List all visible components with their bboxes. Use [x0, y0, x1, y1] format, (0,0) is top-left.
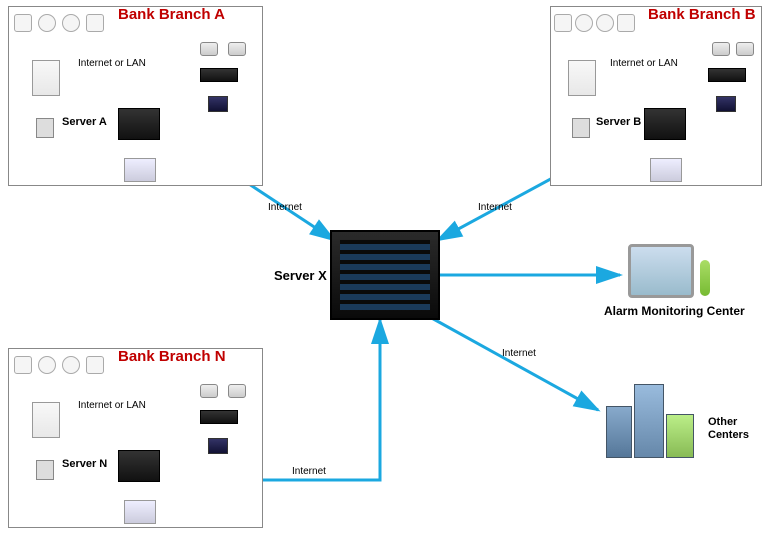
local-server-icon — [118, 450, 160, 482]
siren-icon — [617, 14, 635, 32]
motion-sensor-icon — [14, 14, 32, 32]
other-centers-label: OtherCenters — [708, 416, 749, 442]
nvr-icon — [200, 410, 238, 424]
nvr-icon — [708, 68, 746, 82]
box-camera-icon — [228, 384, 246, 398]
pc-icon — [124, 500, 156, 524]
smoke-detector-icon — [38, 356, 56, 374]
branch-n-title: Bank Branch N — [118, 348, 226, 365]
pc-icon — [650, 158, 682, 182]
monitor-icon — [716, 96, 736, 112]
conn-a-label: Internet — [268, 202, 302, 213]
monitor-icon — [208, 438, 228, 454]
monitor-icon — [208, 96, 228, 112]
server-x-icon — [330, 230, 440, 320]
siren-icon — [86, 14, 104, 32]
alarm-panel-icon — [568, 60, 596, 96]
branch-n-lan-label: Internet or LAN — [78, 400, 146, 411]
conn-b-label: Internet — [478, 202, 512, 213]
ptz-camera-icon — [200, 384, 218, 398]
alarm-panel-icon — [32, 60, 60, 96]
keypad-icon — [36, 460, 54, 480]
branch-a-title: Bank Branch A — [118, 6, 225, 23]
branch-a-lan-label: Internet or LAN — [78, 58, 146, 69]
motion-sensor-icon — [14, 356, 32, 374]
siren-icon — [86, 356, 104, 374]
keypad-icon — [36, 118, 54, 138]
glass-break-icon — [62, 14, 80, 32]
conn-other-label: Internet — [502, 348, 536, 359]
box-camera-icon — [228, 42, 246, 56]
box-camera-icon — [736, 42, 754, 56]
local-server-icon — [644, 108, 686, 140]
ptz-camera-icon — [200, 42, 218, 56]
alarm-monitor-icon — [628, 244, 694, 298]
alarm-panel-icon — [32, 402, 60, 438]
conn-n-label: Internet — [292, 466, 326, 477]
pc-icon — [124, 158, 156, 182]
conn-x-other — [428, 316, 598, 410]
branch-b-server-label: Server B — [596, 116, 641, 128]
glass-break-icon — [596, 14, 614, 32]
ptz-camera-icon — [712, 42, 730, 56]
branch-b-lan-label: Internet or LAN — [610, 58, 678, 69]
local-server-icon — [118, 108, 160, 140]
speaker-icon — [700, 260, 710, 296]
server-x-label: Server X — [274, 268, 327, 283]
keypad-icon — [572, 118, 590, 138]
motion-sensor-icon — [554, 14, 572, 32]
glass-break-icon — [62, 356, 80, 374]
branch-a-server-label: Server A — [62, 116, 107, 128]
branch-b-title: Bank Branch B — [648, 6, 756, 23]
other-centers-icon — [600, 378, 700, 458]
smoke-detector-icon — [38, 14, 56, 32]
alarm-center-label: Alarm Monitoring Center — [604, 304, 745, 318]
branch-n-server-label: Server N — [62, 458, 107, 470]
smoke-detector-icon — [575, 14, 593, 32]
nvr-icon — [200, 68, 238, 82]
